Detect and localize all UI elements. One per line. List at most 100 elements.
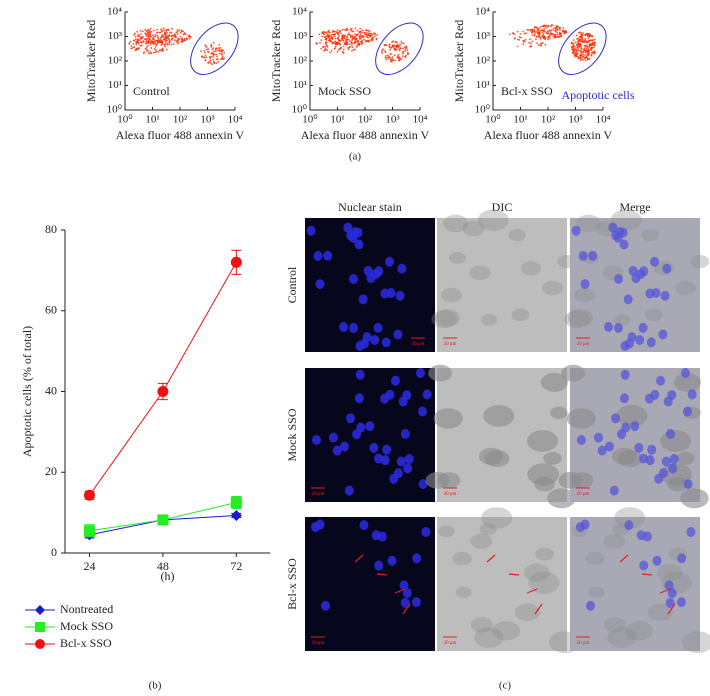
cell-dot — [324, 42, 327, 44]
cell-dot — [161, 42, 164, 45]
cell-shadow — [441, 287, 463, 303]
cell-dot — [219, 58, 222, 61]
nucleus — [358, 294, 368, 305]
column-header: Nuclear stain — [338, 200, 402, 214]
cell-dot — [133, 34, 136, 36]
nucleus — [412, 553, 422, 564]
nucleus — [588, 250, 598, 261]
nucleus — [620, 369, 630, 380]
cell-dot — [386, 54, 389, 57]
cell-dot — [156, 34, 159, 37]
cell-dot — [175, 31, 178, 34]
nucleus — [635, 334, 645, 345]
cell-dot — [211, 48, 214, 51]
cell-dot — [159, 31, 162, 34]
scale-bar-label: 20 μm — [577, 342, 590, 347]
cell-dot — [325, 48, 327, 51]
nucleus — [580, 279, 590, 290]
cell-dot — [177, 41, 180, 44]
cell-dot — [335, 41, 338, 44]
cell-dot — [516, 30, 519, 33]
cell-dot — [552, 28, 555, 30]
cell-dot — [519, 33, 522, 35]
cell-dot — [365, 29, 368, 31]
cell-dot — [186, 38, 188, 41]
cell-dot — [333, 47, 336, 50]
cell-dot — [145, 48, 148, 51]
cell-dot — [575, 55, 578, 58]
cell-dot — [375, 38, 378, 41]
cell-dot — [372, 32, 375, 35]
nucleus — [608, 222, 618, 233]
cell-dot — [338, 42, 341, 45]
y-tick-label: 10¹ — [108, 79, 122, 91]
cell-dot — [574, 41, 577, 43]
cell-dot — [511, 32, 514, 34]
cell-dot — [577, 56, 580, 58]
cell-dot — [215, 62, 218, 65]
cell-dot — [146, 31, 149, 34]
cell-dot — [541, 41, 544, 44]
nucleus — [350, 227, 360, 238]
y-tick-label: 10⁴ — [475, 6, 490, 18]
y-axis-label: MitoTracker Red — [452, 20, 466, 103]
cell-dot — [539, 25, 542, 28]
cell-dot — [336, 29, 339, 32]
cell-dot — [579, 43, 582, 46]
cell-shadow — [452, 551, 472, 566]
cell-dot — [591, 51, 593, 54]
arrow — [376, 573, 388, 576]
y-tick-label: 10¹ — [476, 79, 490, 91]
cell-dot — [579, 56, 582, 59]
cell-dot — [584, 51, 587, 54]
cell-dot — [146, 44, 149, 47]
y-tick-label: 10¹ — [293, 79, 307, 91]
cell-dot — [150, 47, 153, 49]
nucleus — [380, 393, 390, 404]
cell-dot — [340, 32, 342, 35]
cell-dot — [203, 51, 206, 54]
cell-dot — [135, 40, 137, 43]
cell-dot — [572, 51, 574, 54]
marker — [157, 514, 169, 526]
cell-dot — [556, 25, 558, 28]
cell-dot — [572, 39, 575, 41]
nucleus — [352, 429, 362, 440]
cell-dot — [153, 35, 156, 38]
cell-dot — [331, 36, 334, 39]
nucleus — [652, 555, 662, 566]
cell-dot — [153, 48, 156, 50]
cell-dot — [395, 44, 398, 47]
nucleus — [687, 389, 697, 400]
cell-dot — [592, 46, 595, 49]
cell-dot — [402, 47, 405, 50]
cell-dot — [214, 50, 217, 53]
cell-dot — [135, 48, 137, 51]
cell-shadow — [431, 310, 457, 329]
cell-dot — [584, 45, 587, 48]
nucleus — [604, 441, 614, 452]
cell-dot — [163, 38, 166, 41]
cell-shadow — [613, 314, 631, 326]
cell-dot — [593, 52, 596, 54]
nucleus — [677, 553, 687, 564]
cell-dot — [363, 32, 366, 34]
cell-dot — [324, 35, 327, 38]
nucleus — [669, 454, 679, 465]
cell-dot — [530, 31, 533, 34]
cell-dot — [572, 47, 575, 50]
cell-dot — [212, 56, 214, 58]
cell-dot — [361, 36, 363, 38]
cell-dot — [216, 55, 219, 58]
x-tick-label: 10² — [541, 114, 556, 126]
gate — [558, 22, 607, 75]
nucleus — [321, 600, 331, 611]
nucleus — [576, 434, 586, 445]
cell-dot — [563, 29, 566, 32]
cell-dot — [581, 33, 584, 36]
cell-dot — [529, 42, 532, 45]
cell-dot — [573, 42, 575, 45]
cell-dot — [155, 43, 158, 46]
nucleus — [339, 441, 349, 452]
cell-dot — [587, 41, 589, 44]
